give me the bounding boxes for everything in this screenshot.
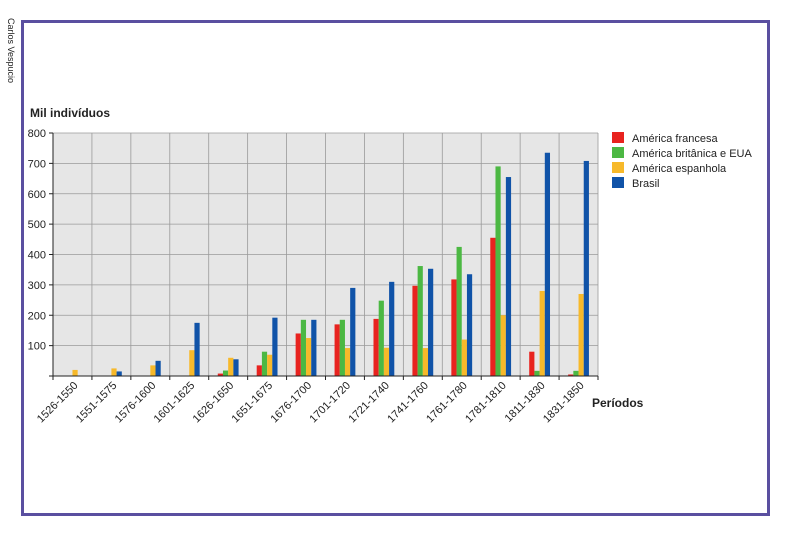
bar [295,333,301,376]
y-tick-label: 500 [28,219,46,231]
bars [72,152,589,376]
bar [111,368,117,376]
x-tick-label: 1741-1760 [385,380,431,426]
bar [568,374,574,376]
bar [389,281,395,376]
x-tick-label: 1526-1550 [35,380,81,426]
bar [544,152,551,376]
x-tick-label: 1601-1625 [152,380,198,426]
y-tick-label: 800 [28,128,46,140]
legend-label: América francesa [632,133,718,145]
bar [490,237,496,376]
x-tick-label: 1651-1675 [230,380,276,426]
y-tick-label: 200 [28,310,46,322]
bar [500,315,506,376]
bar [194,322,200,376]
legend-label: América espanhola [632,163,727,175]
y-tick-labels: 100 200 300 400 500 600 700 800 [28,128,46,353]
bar [233,359,239,376]
bar [217,373,223,376]
x-tick-label: 1781-1810 [463,380,509,426]
x-tick-label: 1676-1700 [268,380,314,426]
bar [529,351,535,376]
y-tick-label: 100 [28,341,46,353]
bar [344,348,351,376]
legend-label: América britânica e EUA [632,148,752,160]
y-axis-title: Mil indivíduos [30,106,110,120]
bar [272,317,278,376]
axes [49,132,599,380]
bar [412,285,418,376]
legend-swatch [612,162,624,173]
x-tick-label: 1761-1780 [424,380,470,426]
bar [534,370,540,376]
bar [306,338,312,376]
bar [466,274,473,376]
y-tick-label: 400 [28,250,46,262]
x-tick-label: 1701-1720 [307,380,353,426]
chart-frame [21,20,770,516]
y-tick-label: 300 [28,280,46,292]
bar [422,348,429,376]
y-tick-label: 600 [28,189,46,201]
y-tick-label: 700 [28,158,46,170]
bar [428,268,434,376]
legend-label: Brasil [632,178,660,190]
bar [350,287,356,376]
bar [311,319,317,376]
bar [451,279,457,376]
bar [383,347,390,376]
bar [495,166,501,376]
bar [456,246,462,376]
legend-swatch [612,147,624,158]
x-axis-title: Períodos [592,396,644,410]
x-tick-label: 1721-1740 [346,380,392,426]
bar [256,365,262,376]
legend-swatch [612,177,624,188]
bar [461,339,467,376]
bar [578,293,584,376]
bar [583,160,589,376]
bar [228,357,234,376]
x-tick-label: 1626-1650 [191,380,237,426]
bar [267,354,273,376]
bar [150,365,156,376]
bar [573,370,579,376]
x-tick-label: 1576-1600 [113,380,159,426]
bar [222,370,229,376]
bar [116,371,122,376]
legend-swatch [612,132,624,143]
bar [339,319,345,376]
bar [300,319,307,376]
bar [189,350,195,376]
bar [373,318,379,376]
x-tick-labels: 1526-15501551-15751576-16001601-16251626… [35,380,587,426]
bar [155,360,161,376]
bar [417,266,423,376]
bar [72,369,78,376]
bar [539,290,545,376]
bar [378,300,384,376]
bar [334,324,340,376]
x-tick-label: 1551-1575 [74,380,120,426]
x-tick-label: 1831-1850 [541,380,587,426]
bar [505,177,512,376]
bar [261,351,268,376]
legend: América francesa América britânica e EUA A… [612,132,752,190]
